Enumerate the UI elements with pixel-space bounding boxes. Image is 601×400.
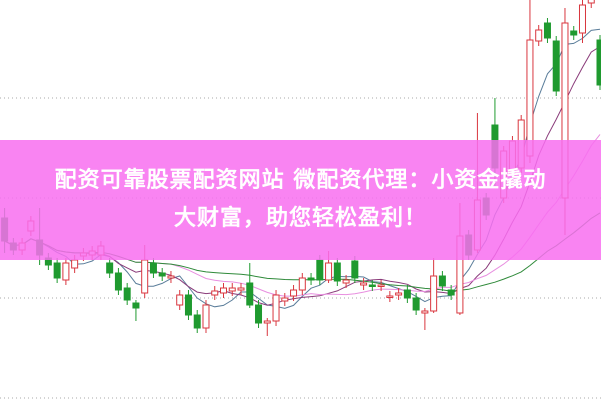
candle-up [395, 292, 403, 296]
candle-down [53, 262, 61, 279]
title-banner: 配资可靠股票配资网站 微配资代理：小资金撬动 大财富，助您轻松盈利！ [0, 140, 601, 260]
candle-down [351, 260, 359, 279]
candle-up [325, 262, 333, 281]
banner-title-line-1: 配资可靠股票配资网站 微配资代理：小资金撬动 [54, 168, 547, 193]
candle-up [526, 39, 534, 157]
candle-up [430, 275, 438, 312]
candle-up [421, 310, 429, 314]
candle-up [228, 287, 236, 292]
candle-down [132, 302, 140, 309]
candle-down [368, 284, 376, 287]
candle-down [193, 314, 201, 329]
candle-up [360, 282, 368, 286]
candle-down [333, 262, 341, 282]
candle-up [377, 284, 385, 287]
banner-title-line-2: 大财富，助您轻松盈利！ [173, 206, 427, 231]
candle-up [141, 259, 149, 294]
candle-down [543, 22, 551, 39]
candle-up [62, 262, 70, 281]
candle-down [438, 275, 446, 287]
candle-down [412, 297, 420, 311]
candle-up [237, 287, 245, 291]
candle-down [106, 262, 114, 274]
candle-down [123, 287, 131, 301]
candle-down [403, 289, 411, 299]
candle-up [290, 289, 298, 297]
candle-up [263, 320, 271, 324]
candle-up [386, 295, 394, 298]
candle-up [211, 290, 219, 296]
candle-up [587, 0, 595, 4]
candle-up [578, 4, 586, 34]
candle-up [219, 287, 227, 294]
candle-down [255, 304, 263, 324]
candle-up [176, 294, 184, 306]
candle-up [281, 297, 289, 302]
candle-up [202, 304, 210, 329]
candle-up [342, 279, 350, 284]
candle-down [570, 30, 578, 36]
candle-down [149, 262, 157, 274]
candle-down [447, 289, 455, 296]
candle-down [114, 272, 122, 291]
candle-down [316, 259, 324, 281]
candle-down [184, 294, 192, 316]
candle-down [246, 282, 254, 306]
candle-down [307, 277, 315, 281]
candle-up [167, 275, 175, 279]
candle-up [272, 294, 280, 322]
candle-down [158, 272, 166, 277]
candle-up [71, 259, 79, 269]
candle-up [535, 29, 543, 42]
candle-down [552, 40, 560, 92]
candle-down [596, 39, 601, 86]
candle-up [298, 277, 306, 291]
